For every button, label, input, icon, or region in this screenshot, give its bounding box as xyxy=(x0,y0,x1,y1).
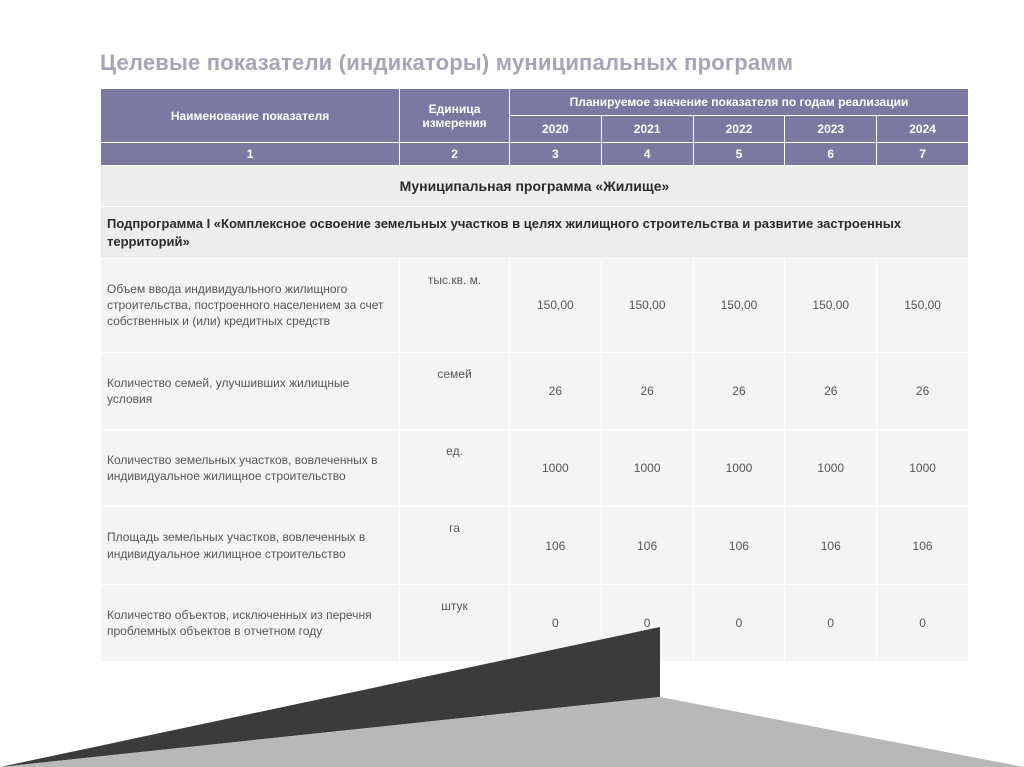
table-row: Количество семей, улучшивших жилищные ус… xyxy=(101,352,969,429)
indicators-table: Наименование показателя Единица измерени… xyxy=(100,88,969,662)
indicator-unit: семей xyxy=(400,352,510,429)
cell-value: 26 xyxy=(877,352,969,429)
cell-value: 150,00 xyxy=(601,259,693,353)
table-row: Количество земельных участков, вовлеченн… xyxy=(101,430,969,507)
col-plan-header: Планируемое значение показателя по годам… xyxy=(509,89,968,116)
indicator-name: Количество объектов, исключенных из пере… xyxy=(101,584,400,661)
cell-value: 106 xyxy=(785,507,877,584)
indicator-name: Количество семей, улучшивших жилищные ус… xyxy=(101,352,400,429)
cell-value: 26 xyxy=(601,352,693,429)
col-name-header: Наименование показателя xyxy=(101,89,400,143)
cell-value: 1000 xyxy=(785,430,877,507)
cell-value: 1000 xyxy=(693,430,785,507)
cell-value: 26 xyxy=(693,352,785,429)
table-row: Объем ввода индивидуального жилищного ст… xyxy=(101,259,969,353)
table-row: Площадь земельных участков, вовлеченных … xyxy=(101,507,969,584)
cell-value: 150,00 xyxy=(509,259,601,353)
year-header: 2022 xyxy=(693,116,785,143)
col-number: 3 xyxy=(509,143,601,166)
col-number: 2 xyxy=(400,143,510,166)
indicator-unit: га xyxy=(400,507,510,584)
year-header: 2024 xyxy=(877,116,969,143)
indicator-name: Площадь земельных участков, вовлеченных … xyxy=(101,507,400,584)
indicator-unit: ед. xyxy=(400,430,510,507)
col-number: 4 xyxy=(601,143,693,166)
indicator-unit: штук xyxy=(400,584,510,661)
col-number: 6 xyxy=(785,143,877,166)
cell-value: 0 xyxy=(509,584,601,661)
year-header: 2023 xyxy=(785,116,877,143)
indicator-name: Количество земельных участков, вовлеченн… xyxy=(101,430,400,507)
cell-value: 1000 xyxy=(601,430,693,507)
col-number: 7 xyxy=(877,143,969,166)
col-number: 1 xyxy=(101,143,400,166)
year-header: 2021 xyxy=(601,116,693,143)
program-title: Муниципальная программа «Жилище» xyxy=(101,166,969,207)
cell-value: 150,00 xyxy=(693,259,785,353)
col-unit-header: Единица измерения xyxy=(400,89,510,143)
cell-value: 106 xyxy=(601,507,693,584)
indicator-unit: тыс.кв. м. xyxy=(400,259,510,353)
cell-value: 106 xyxy=(877,507,969,584)
cell-value: 150,00 xyxy=(877,259,969,353)
table-row: Количество объектов, исключенных из пере… xyxy=(101,584,969,661)
subprogram-title: Подпрограмма I «Комплексное освоение зем… xyxy=(101,207,969,259)
cell-value: 0 xyxy=(785,584,877,661)
cell-value: 106 xyxy=(509,507,601,584)
cell-value: 26 xyxy=(785,352,877,429)
col-number: 5 xyxy=(693,143,785,166)
cell-value: 0 xyxy=(693,584,785,661)
indicator-name: Объем ввода индивидуального жилищного ст… xyxy=(101,259,400,353)
cell-value: 0 xyxy=(601,584,693,661)
cell-value: 0 xyxy=(877,584,969,661)
cell-value: 1000 xyxy=(509,430,601,507)
cell-value: 1000 xyxy=(877,430,969,507)
year-header: 2020 xyxy=(509,116,601,143)
cell-value: 106 xyxy=(693,507,785,584)
cell-value: 26 xyxy=(509,352,601,429)
cell-value: 150,00 xyxy=(785,259,877,353)
page-title: Целевые показатели (индикаторы) муниципа… xyxy=(100,50,969,76)
slide-content: Целевые показатели (индикаторы) муниципа… xyxy=(0,0,1024,662)
